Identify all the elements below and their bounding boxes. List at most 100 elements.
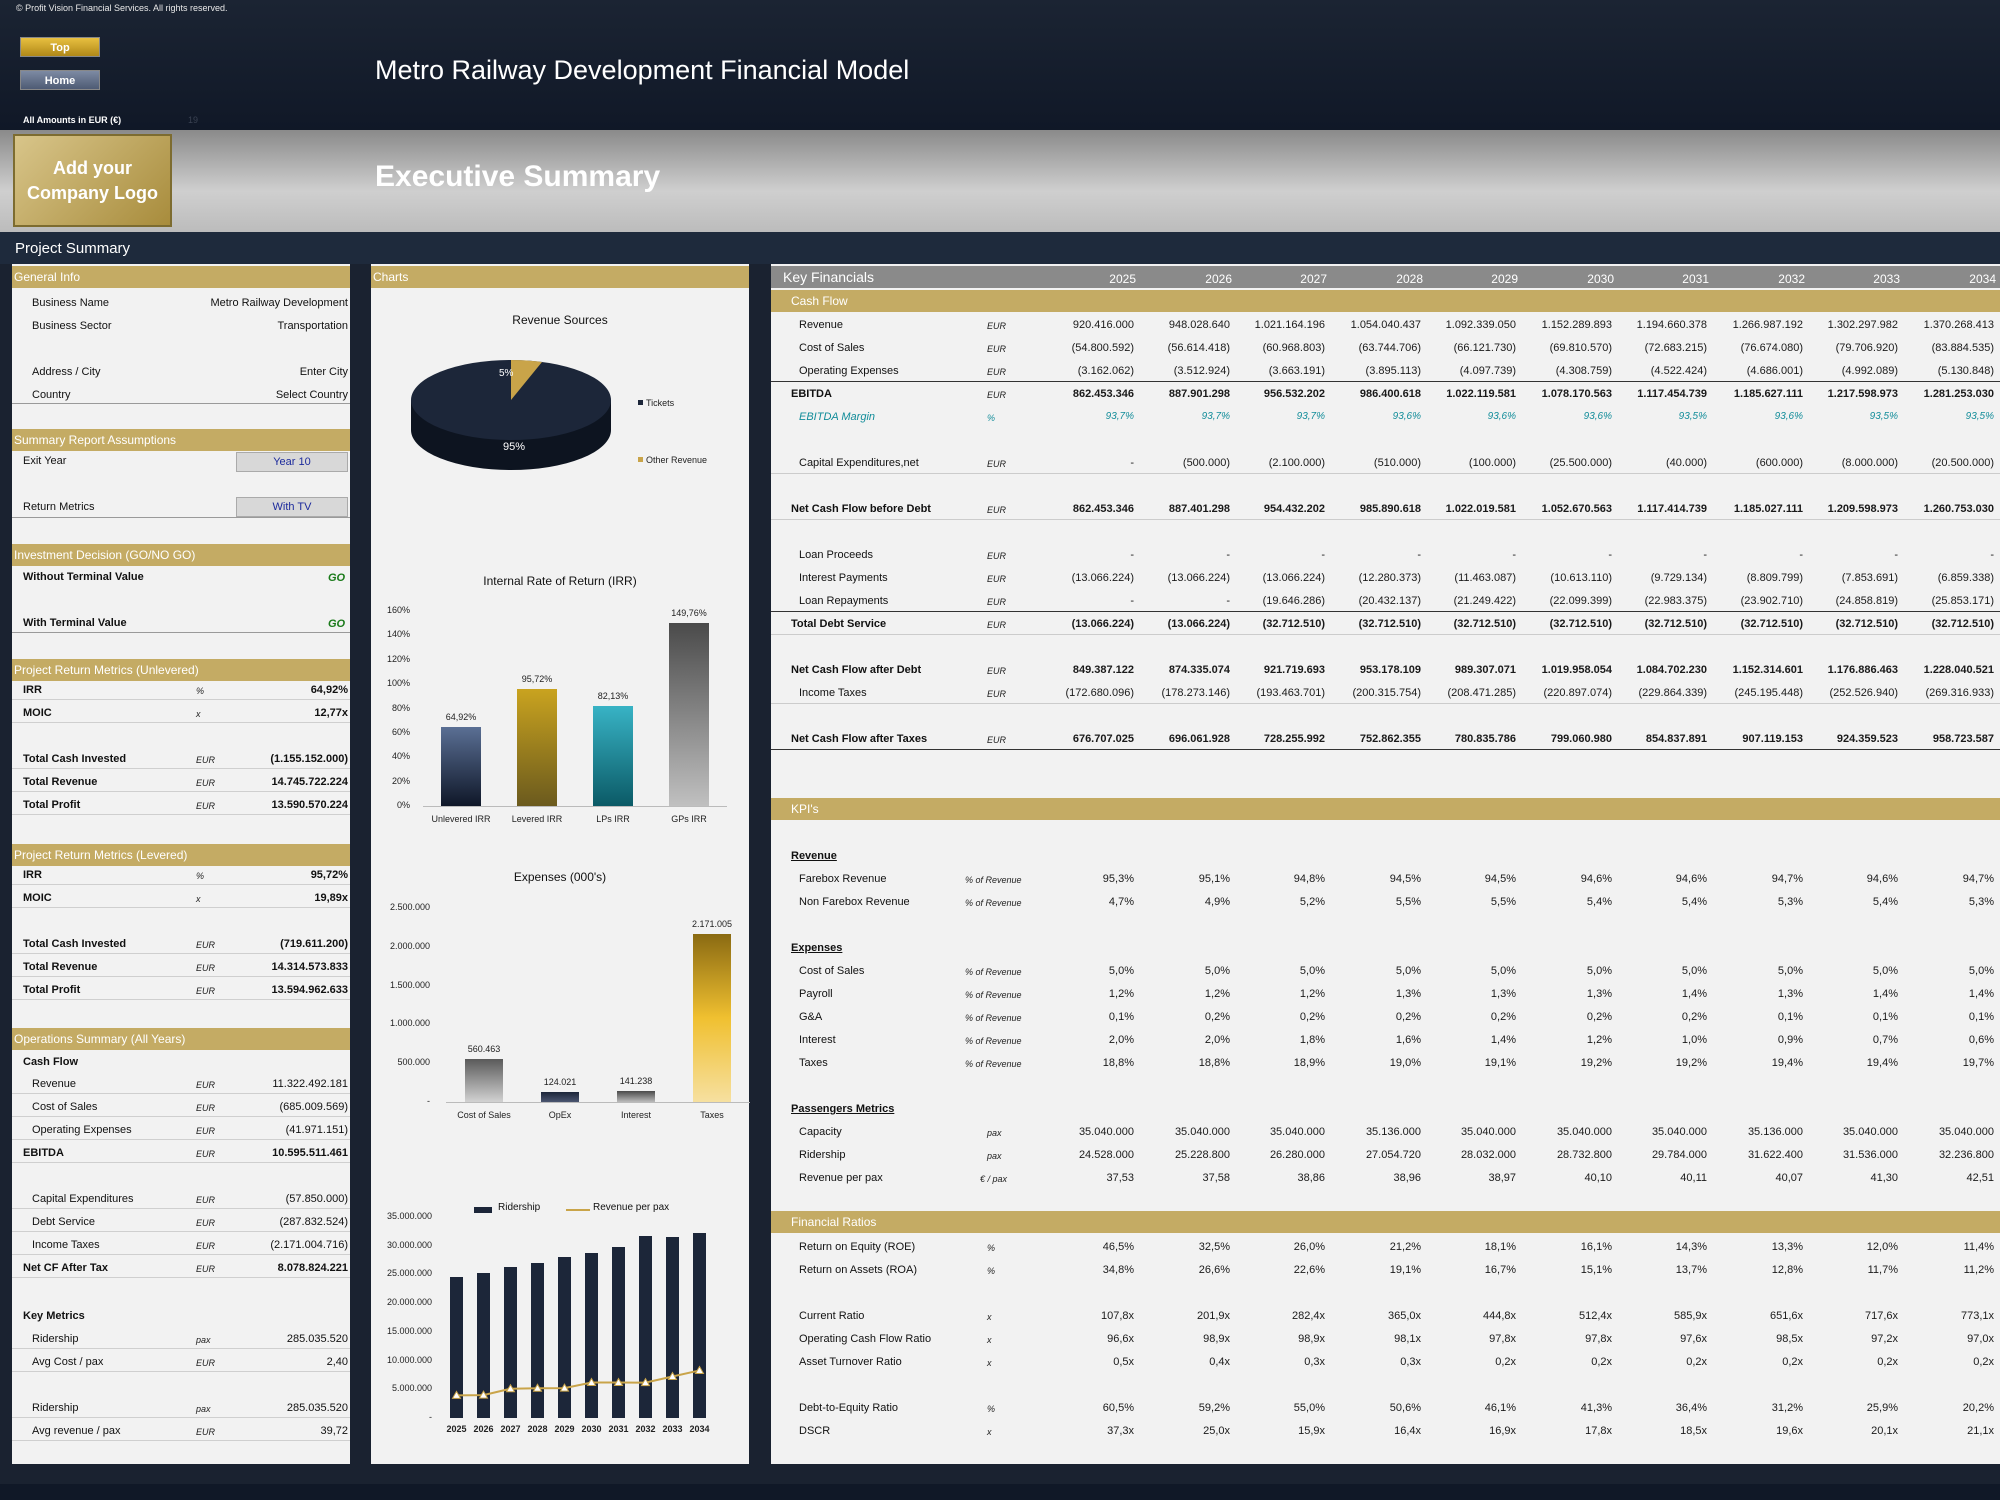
table-cell: (7.853.691): [1841, 572, 1898, 584]
table-cell: 365,0x: [1387, 1310, 1421, 1322]
table-cell: -: [1226, 549, 1230, 561]
row-unit: % of Revenue: [965, 1059, 1022, 1069]
row-unit: EUR: [987, 505, 1007, 515]
row-divider: [12, 1208, 350, 1209]
chart-bar: [617, 1091, 655, 1102]
table-cell: 29.784.000: [1651, 1149, 1707, 1161]
row-label: Interest: [799, 1034, 836, 1046]
table-cell: 954.432.202: [1263, 503, 1325, 515]
table-cell: 985.890.618: [1359, 503, 1421, 515]
table-cell: 46,5%: [1102, 1241, 1134, 1253]
table-cell: 93,6%: [1583, 411, 1612, 422]
country-value[interactable]: Select Country: [275, 389, 348, 401]
table-cell: 96,6x: [1107, 1333, 1134, 1345]
table-cell: 35.040.000: [1460, 1126, 1516, 1138]
row-unit: pax: [987, 1151, 1002, 1161]
table-cell: (25.500.000): [1549, 457, 1612, 469]
table-cell: 35.040.000: [1938, 1126, 1994, 1138]
row-label: Non Farebox Revenue: [799, 896, 910, 908]
metric-value: 13.594.962.633: [271, 984, 348, 996]
table-cell: -: [1512, 549, 1516, 561]
city-value[interactable]: Enter City: [299, 366, 348, 378]
row-divider: [12, 722, 350, 723]
table-cell: (3.162.062): [1077, 365, 1134, 377]
home-button[interactable]: Home: [20, 70, 100, 90]
row-unit: EUR: [987, 620, 1007, 630]
business-name-value[interactable]: Metro Railway Development: [210, 297, 348, 309]
table-cell: 1,3%: [1777, 988, 1803, 1000]
table-cell: 0,3x: [1304, 1356, 1325, 1368]
table-cell: 31.622.400: [1747, 1149, 1803, 1161]
table-cell: 93,6%: [1774, 411, 1803, 422]
table-cell: (32.712.510): [1835, 618, 1898, 630]
table-cell: 1.281.253.030: [1923, 388, 1994, 400]
return-metrics-select[interactable]: With TV: [236, 497, 348, 517]
x-tick-label: GPs IRR: [671, 814, 707, 824]
table-cell: 93,6%: [1392, 411, 1421, 422]
table-cell: 1.217.598.973: [1827, 388, 1898, 400]
table-cell: (8.000.000): [1841, 457, 1898, 469]
table-cell: 0,2%: [1490, 1011, 1516, 1023]
chart-bar: [669, 623, 709, 806]
metric-unit: EUR: [196, 986, 216, 996]
table-cell: 50,6%: [1389, 1402, 1421, 1414]
table-cell: (72.683.215): [1644, 342, 1707, 354]
table-cell: 0,2x: [1973, 1356, 1994, 1368]
table-cell: 1,6%: [1395, 1034, 1421, 1046]
table-cell: 16,1%: [1580, 1241, 1612, 1253]
row-divider: [771, 519, 2000, 520]
ops-cashflow-label: Cash Flow: [23, 1056, 79, 1068]
table-cell: 24.528.000: [1078, 1149, 1134, 1161]
metric-unit: EUR: [196, 1149, 216, 1159]
table-cell: (20.432.137): [1358, 595, 1421, 607]
table-cell: 5,3%: [1777, 896, 1803, 908]
y-tick: 1.500.000: [390, 979, 431, 990]
row-label: Revenue per pax: [799, 1172, 883, 1184]
company-logo-placeholder[interactable]: Add your Company Logo: [13, 134, 172, 227]
table-cell: 5,4%: [1681, 896, 1707, 908]
table-cell: (269.316.933): [1925, 687, 1995, 699]
row-divider: [771, 703, 2000, 704]
table-cell: 19,6x: [1776, 1425, 1803, 1437]
table-cell: (32.712.510): [1262, 618, 1325, 630]
row-divider: [12, 1440, 350, 1441]
y-tick: 140%: [386, 629, 410, 640]
metric-value: 285.035.520: [286, 1333, 348, 1345]
data-label: 149,76%: [671, 608, 707, 619]
table-cell: 1.022.019.581: [1445, 503, 1516, 515]
table-cell: -: [1990, 549, 1994, 561]
table-cell: 19,4%: [1771, 1057, 1803, 1069]
x-tick-label: Unlevered IRR: [431, 814, 491, 824]
metric-value: (41.971.151): [285, 1124, 348, 1136]
charts-header: Charts: [371, 266, 749, 288]
return-metrics-label: Return Metrics: [23, 501, 95, 513]
metric-unit: EUR: [196, 1264, 216, 1274]
business-sector-value[interactable]: Transportation: [277, 320, 348, 332]
passengers-section-label: Passengers Metrics: [791, 1103, 895, 1115]
exit-year-select[interactable]: Year 10: [236, 452, 348, 472]
table-cell: 1.260.753.030: [1923, 503, 1994, 515]
table-cell: 1.054.040.437: [1350, 319, 1421, 331]
table-cell: 1,2%: [1204, 988, 1230, 1000]
table-cell: 18,5x: [1680, 1425, 1707, 1437]
table-cell: (22.983.375): [1644, 595, 1707, 607]
table-cell: 989.307.071: [1454, 664, 1516, 676]
table-cell: 752.862.355: [1359, 733, 1421, 745]
business-name-label: Business Name: [32, 297, 110, 309]
row-label: DSCR: [799, 1425, 831, 1437]
legend-swatch-ridership: [474, 1207, 492, 1213]
row-unit: %: [987, 1404, 996, 1414]
table-cell: 1.302.297.982: [1827, 319, 1898, 331]
table-cell: 920.416.000: [1072, 319, 1134, 331]
table-cell: 799.060.980: [1550, 733, 1612, 745]
table-cell: 55,0%: [1293, 1402, 1325, 1414]
table-cell: 5,4%: [1586, 896, 1612, 908]
row-divider: [12, 1277, 350, 1278]
table-cell: 862.453.346: [1072, 503, 1134, 515]
metric-value: 64,92%: [310, 684, 348, 696]
top-button[interactable]: Top: [20, 37, 100, 57]
metric-label: Avg revenue / pax: [32, 1425, 121, 1437]
row-divider: [12, 1254, 350, 1255]
table-cell: 94,6%: [1675, 873, 1707, 885]
table-cell: 12,0%: [1866, 1241, 1898, 1253]
